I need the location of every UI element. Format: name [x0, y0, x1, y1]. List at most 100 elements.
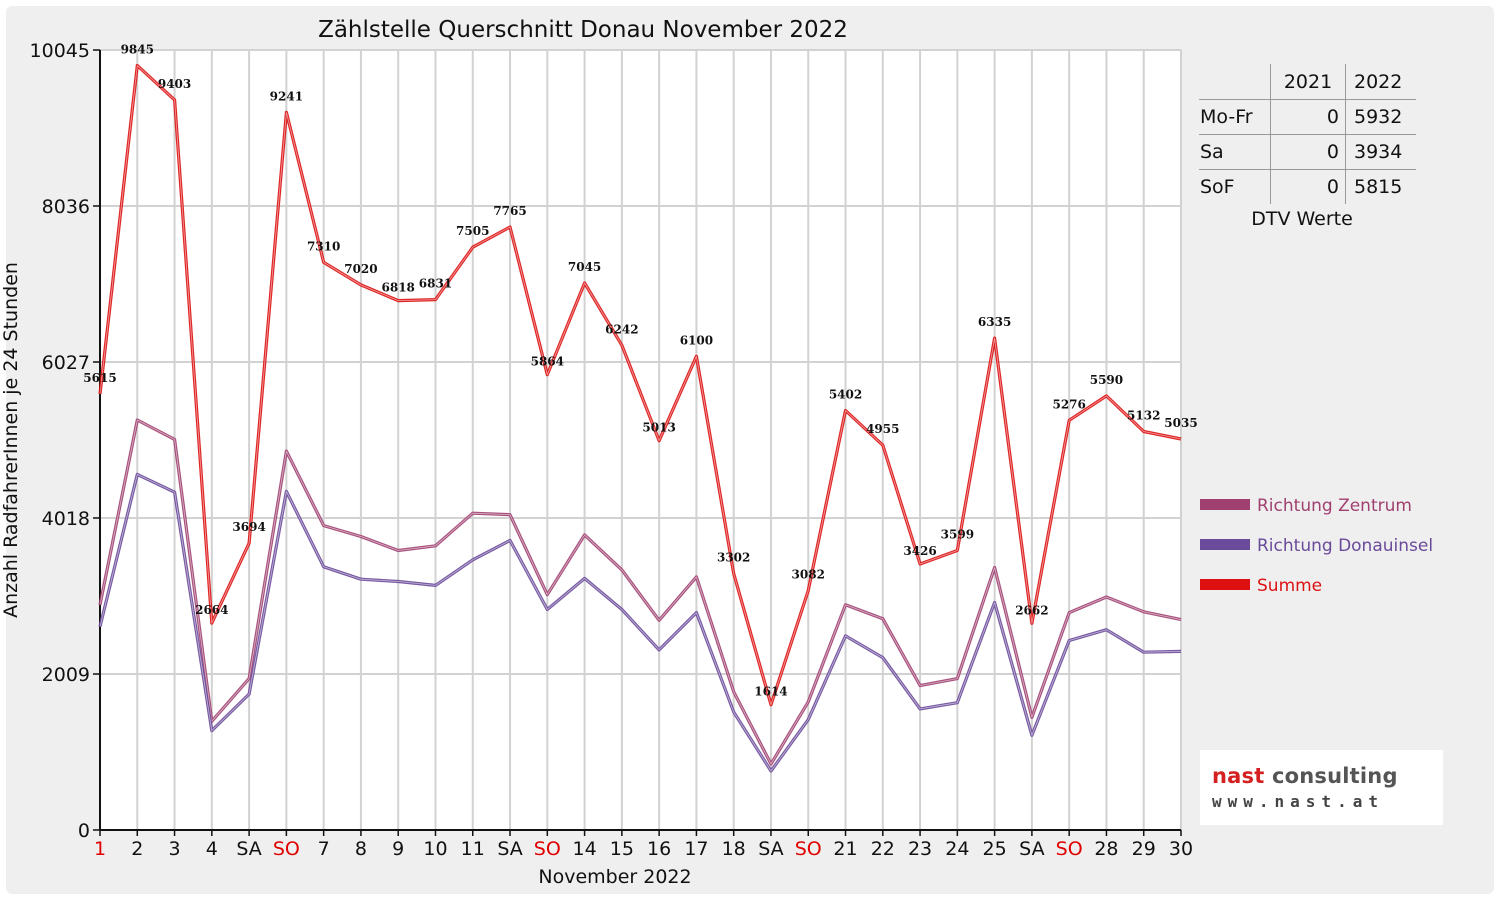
data-label: 2662	[1015, 603, 1048, 617]
data-label: 5013	[642, 421, 675, 435]
x-tick-labels: 1 2 3 4 SA SO 7 8 9 10 11 SA SO 14 15 16 17 18 SA SO 21 22 23 2…	[94, 838, 1193, 860]
legend-swatch	[1200, 499, 1250, 510]
x-tick-label: SA	[1019, 838, 1044, 860]
x-tick-label: 29	[1132, 838, 1156, 860]
x-tick-label: 1	[94, 838, 106, 860]
y-tick-label: 4018	[42, 508, 90, 530]
x-tick-label: 10	[423, 838, 447, 860]
x-tick-label: 8	[355, 838, 367, 860]
legend-swatch	[1200, 539, 1250, 550]
logo-wordmark: nast consulting	[1212, 764, 1398, 788]
series-lines	[98, 63, 1182, 773]
data-label: 9845	[121, 43, 154, 57]
legend-label: Richtung Zentrum	[1257, 496, 1412, 516]
x-tick-label: 18	[722, 838, 746, 860]
x-tick-label: 30	[1169, 838, 1193, 860]
x-tick-label: SA	[758, 838, 783, 860]
x-tick-label: 14	[572, 838, 596, 860]
x-tick-label: SA	[236, 838, 261, 860]
data-label: 5590	[1090, 373, 1123, 387]
y-axis-label: Anzahl RadfahrerInnen je 24 Stunden	[0, 262, 22, 618]
dtv-value-2021: 0	[1270, 169, 1346, 204]
data-label: 7505	[456, 224, 489, 238]
data-label: 2664	[195, 603, 228, 617]
dtv-header-2021: 2021	[1270, 64, 1346, 100]
data-label: 5132	[1127, 408, 1160, 422]
data-label: 5864	[531, 355, 564, 369]
dtv-header-blank	[1199, 64, 1271, 100]
data-label: 6818	[382, 281, 415, 295]
x-tick-label: 28	[1094, 838, 1118, 860]
x-tick-label: 24	[945, 838, 969, 860]
dtv-row-sa: Sa 0 3934	[1199, 134, 1416, 170]
data-label: 3599	[941, 528, 974, 542]
logo-url: www.nast.at	[1212, 792, 1384, 811]
dtv-table: 2021 2022 Mo-Fr 0 5932 Sa 0 3934 SoF 0 5…	[1199, 64, 1416, 204]
dtv-row-mofr: Mo-Fr 0 5932	[1199, 99, 1416, 135]
x-tick-label: 16	[647, 838, 671, 860]
x-tick-label: 21	[833, 838, 857, 860]
dtv-value-2021: 0	[1270, 99, 1346, 135]
data-label: 5402	[829, 388, 862, 402]
dtv-row-label: SoF	[1200, 176, 1235, 198]
data-labels: 5615 9845 9403 2664 3694 9241 7310 7020 6818 6831…	[83, 43, 1197, 699]
series-line-highlight	[99, 473, 1182, 772]
dtv-value-2022: 3934	[1345, 134, 1416, 170]
company-logo: nast consulting www.nast.at	[1200, 750, 1443, 825]
dtv-row-sof: SoF 0 5815	[1199, 169, 1416, 204]
x-tick-label: 11	[461, 838, 485, 860]
x-tick-label: 3	[169, 838, 181, 860]
y-tick-labels: 0 2009 4018 6027 8036 10045	[30, 40, 90, 842]
legend: Richtung Zentrum Richtung Donauinsel Summe	[1200, 496, 1433, 596]
x-tick-label: 22	[871, 838, 895, 860]
x-tick-label: 9	[392, 838, 404, 860]
y-tick-label: 0	[78, 820, 90, 842]
x-tick-label: 23	[908, 838, 932, 860]
data-label: 5615	[83, 371, 116, 385]
x-tick-label: 7	[318, 838, 330, 860]
data-label: 6335	[978, 315, 1011, 329]
dtv-value-2022: 5932	[1345, 99, 1416, 135]
dtv-value-2021: 0	[1270, 134, 1346, 170]
x-tick-label: 17	[684, 838, 708, 860]
legend-swatch	[1200, 579, 1250, 590]
data-label: 6242	[605, 322, 638, 336]
data-label: 7310	[307, 239, 340, 253]
dtv-value-2022: 5815	[1345, 169, 1416, 204]
data-label: 3082	[792, 568, 825, 582]
dtv-header-2022: 2022	[1345, 64, 1416, 100]
logo-name-part1: nast	[1212, 764, 1265, 788]
x-tick-label: 2	[131, 838, 143, 860]
y-tick-label: 6027	[42, 352, 90, 374]
data-label: 6100	[680, 333, 713, 347]
x-axis-label: November 2022	[538, 866, 691, 888]
legend-label: Richtung Donauinsel	[1257, 536, 1433, 556]
y-tick-label: 8036	[42, 196, 90, 218]
gridlines	[100, 49, 1182, 830]
y-tick-label: 2009	[42, 664, 90, 686]
data-label: 3694	[232, 520, 265, 534]
y-tick-label: 10045	[30, 40, 90, 62]
chart-title: Zählstelle Querschnitt Donau November 20…	[318, 17, 848, 43]
dtv-header-row: 2021 2022	[1199, 64, 1416, 100]
data-label: 7045	[568, 260, 601, 274]
x-tick-label: SO	[1056, 838, 1083, 860]
data-label: 9241	[270, 89, 303, 103]
data-label: 4955	[866, 422, 899, 436]
series-line-highlight	[99, 419, 1182, 765]
data-label: 3302	[717, 551, 750, 565]
dtv-caption: DTV Werte	[1251, 208, 1353, 230]
legend-label: Summe	[1257, 576, 1322, 596]
x-tick-label: SO	[534, 838, 561, 860]
x-tick-label: SO	[273, 838, 300, 860]
data-label: 5276	[1052, 397, 1085, 411]
data-label: 1614	[754, 685, 787, 699]
logo-name-part2: consulting	[1264, 764, 1398, 788]
data-label: 7765	[493, 204, 526, 218]
x-tick-label: 15	[610, 838, 634, 860]
plot-area	[100, 50, 1181, 830]
series-line-highlight	[99, 65, 1182, 706]
x-tick-label: SA	[497, 838, 522, 860]
data-label: 9403	[158, 77, 191, 91]
